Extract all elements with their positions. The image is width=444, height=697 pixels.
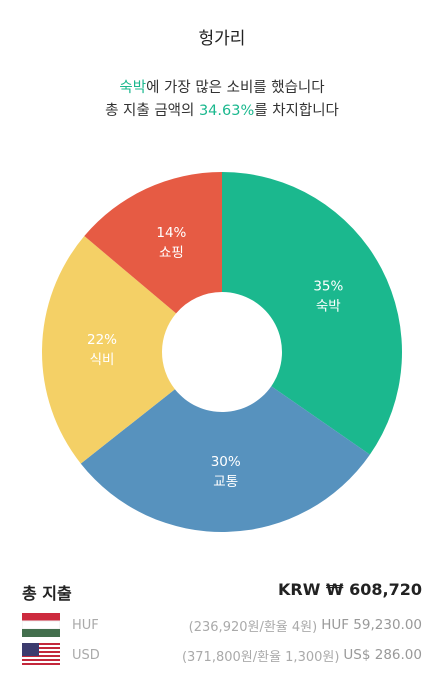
slice-percent: 14% [156,225,186,241]
donut-slice [222,172,403,455]
currency-row[interactable]: HUF (236,920원/환율 4원) HUF 59,230.00 [22,613,422,637]
slice-label: 교통 [213,474,238,490]
flag-usa [22,643,60,667]
text: 에 가장 많은 소비를 했습니다 [146,80,325,96]
currency-code: USD [72,647,100,663]
currency-code: HUF [72,617,99,633]
summary-line: 숙박에 가장 많은 소비를 했습니다 [0,76,444,97]
currency-row[interactable]: USD (371,800원/환율 1,300원) US$ 286.00 [22,643,422,667]
slice-label: 식비 [90,352,115,368]
slice-label: 쇼핑 [159,245,184,261]
currency-amount: US$ 286.00 [343,647,422,663]
flag-hungary [22,613,60,637]
total-amount: KRW ₩ 608,720 [277,580,422,599]
donut-slice [84,172,223,314]
currency-detail: (371,800원/환율 1,300원) [181,649,340,665]
donut-slice [80,386,370,532]
slice-percent: 35% [313,278,343,294]
donut-chart: 35% 숙박 30% 교통 22% 식비 14% 쇼핑 [41,172,403,532]
currency-amount: HUF 59,230.00 [321,617,422,633]
highlight: 숙박 [119,80,147,96]
summary-line: 총 지출 금액의 34.63%를 차지합니다 [0,99,444,120]
currency-detail: (236,920원/환율 4원) [188,619,318,635]
highlight: 34.63% [198,103,255,119]
slice-percent: 22% [87,332,117,348]
text: 를 차지합니다 [254,103,339,119]
text: 총 지출 금액의 [105,103,199,119]
page-title: 헝가리 [198,29,246,49]
slice-percent: 30% [211,454,241,470]
total-label: 총 지출 [22,584,72,603]
slice-label: 숙박 [316,298,341,314]
donut-slice [41,236,177,464]
